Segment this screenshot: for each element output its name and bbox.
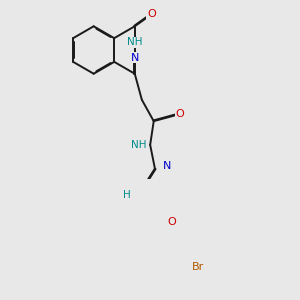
Text: Br: Br — [192, 262, 204, 272]
Text: NH: NH — [127, 37, 142, 47]
Text: NH: NH — [130, 140, 146, 150]
Text: O: O — [147, 9, 156, 20]
Text: N: N — [163, 161, 171, 171]
Text: O: O — [176, 109, 184, 119]
Text: H: H — [123, 190, 130, 200]
Text: N: N — [130, 53, 139, 63]
Text: O: O — [167, 217, 176, 227]
